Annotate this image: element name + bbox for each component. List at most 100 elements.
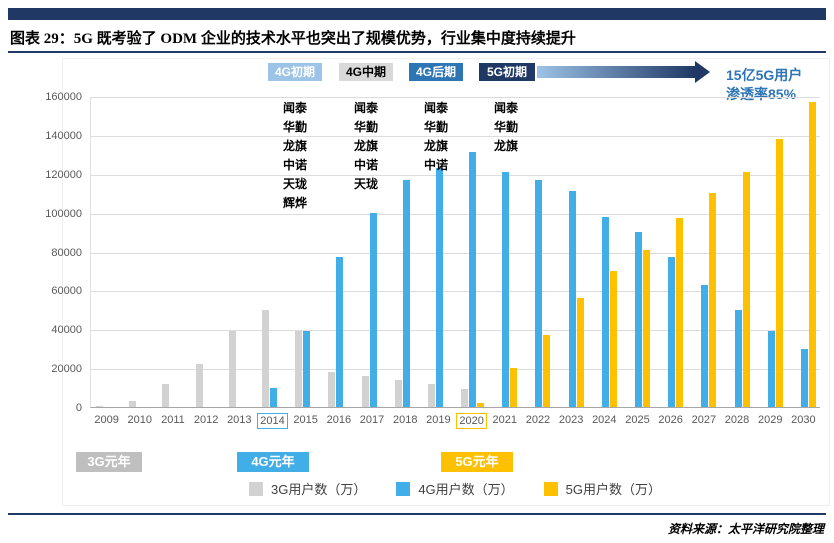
bar-group-2030 [788,97,821,407]
bar-5g-2020 [477,403,485,407]
annotation-line-1: 15亿5G用户 [726,67,803,83]
x-tick-label: 2013 [227,414,252,426]
x-tick: 2027 [687,413,720,427]
x-tick-label: 2021 [492,414,517,426]
x-tick: 2016 [322,413,355,427]
x-tick-label: 2024 [592,414,617,426]
company-name: 龙旗 [353,139,378,153]
bar-3g-2009 [96,405,104,407]
company-name: 天珑 [282,177,307,191]
x-tick: 2017 [355,413,388,427]
x-tick-label: 2030 [791,414,816,426]
x-tick-label: 2026 [658,414,683,426]
bar-group-2027 [688,97,721,407]
company-name: 中诺 [353,158,378,172]
x-tick: 2029 [754,413,787,427]
bar-4g-2020 [469,152,477,407]
legend-label: 5G用户数（万） [565,482,662,497]
x-tick-label: 2014 [257,413,288,429]
legend-item-3g: 3G用户数（万） [248,479,367,498]
phase-label-4g-late: 4G后期 [409,63,463,81]
companies-4g-mid: 闻泰 华勤 龙旗 中诺 天珑 [336,99,396,194]
gridline [91,291,820,293]
bar-4g-2029 [767,331,775,407]
company-name: 中诺 [423,158,448,172]
bar-4g-2017 [369,212,377,407]
timeline-arrow-head-icon [695,61,710,83]
bar-4g-2024 [601,216,609,407]
company-name: 闻泰 [493,101,518,115]
x-tick: 2010 [123,413,156,427]
bar-group-2029 [755,97,788,407]
bar-4g-2028 [734,309,742,407]
timeline-arrow-shaft [537,66,695,78]
bar-4g-2023 [568,191,576,407]
x-axis: 2009 2010 2011 2012 2013 2014 2015 2016 2017 2018… [90,413,820,435]
bar-group-2009 [91,97,124,407]
bar-3g-2017 [361,375,369,407]
bar-5g-2029 [775,138,783,407]
bar-5g-2022 [543,335,551,407]
x-tick-label: 2018 [392,414,418,426]
company-name: 华勤 [353,120,378,134]
y-tick-label: 100000 [45,207,82,220]
x-tick: 2015 [289,413,322,427]
bar-5g-2028 [742,171,750,407]
bar-3g-2018 [394,379,402,407]
y-tick-label: 0 [75,402,82,414]
x-tick-label: 2015 [293,414,318,426]
era-3g-label: 3G元年 [76,452,142,472]
bar-5g-2021 [510,368,518,407]
bar-3g-2015 [295,331,303,407]
phase-label-4g-early: 4G初期 [268,63,322,81]
x-tick-label: 2019 [426,414,451,426]
footer-divider [8,513,826,515]
gridline [91,213,820,215]
companies-4g-early: 闻泰 华勤 龙旗 中诺 天珑 辉烨 [265,99,325,213]
legend-swatch-icon [543,481,558,496]
gridline [91,252,820,254]
bar-3g-2019 [427,383,435,407]
bar-5g-2030 [808,101,816,407]
x-tick: 2025 [621,413,654,427]
gridline [91,330,820,332]
bar-group-2016 [323,97,356,407]
x-tick: 2028 [720,413,753,427]
legend-item-5g: 5G用户数（万） [543,479,662,498]
x-tick: 2022 [521,413,554,427]
projection-annotation: 15亿5G用户 渗透率85% [726,66,830,104]
x-tick-label: 2027 [691,414,717,426]
x-tick-label: 2016 [326,414,352,426]
bar-group-2021 [489,97,522,407]
company-name: 龙旗 [423,139,448,153]
company-name: 龙旗 [493,139,518,153]
bar-group-2023 [556,97,589,407]
bar-group-2011 [157,97,190,407]
y-tick-label: 140000 [45,129,82,142]
bar-group-2025 [622,97,655,407]
legend-label: 4G用户数（万） [418,482,514,497]
companies-4g-late: 闻泰 华勤 龙旗 中诺 [406,99,466,175]
x-tick: 2014 [256,413,289,429]
bar-4g-2014 [269,387,277,407]
company-name: 闻泰 [353,101,378,115]
x-tick: 2030 [787,413,820,427]
gridline [91,174,820,176]
bar-group-2018 [390,97,423,407]
y-tick-label: 60000 [51,285,82,298]
gridline [91,97,820,98]
source-note: 资料来源：太平洋研究院整理 [667,522,824,536]
y-tick-label: 40000 [51,324,82,337]
x-tick-label: 2010 [127,414,152,426]
header-accent-bar [8,8,826,20]
bar-4g-2016 [336,257,344,407]
x-tick-label: 2029 [757,414,783,426]
title-divider [8,51,826,53]
x-tick: 2011 [156,413,189,427]
bar-group-2012 [191,97,224,407]
legend-label: 3G用户数（万） [270,482,367,497]
bar-4g-2015 [303,331,311,407]
phase-label-5g-early: 5G初期 [479,63,535,81]
bar-group-2013 [224,97,257,407]
legend-swatch-icon [396,481,411,496]
